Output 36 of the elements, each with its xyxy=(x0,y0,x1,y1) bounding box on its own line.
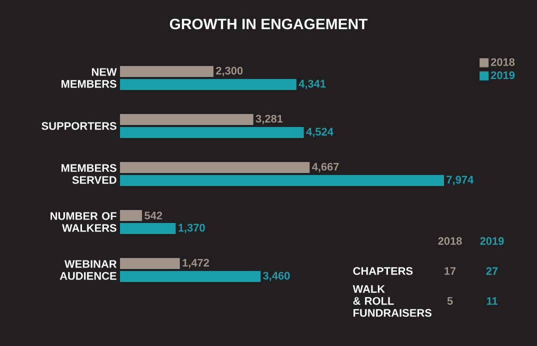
bar xyxy=(120,162,310,174)
data-label: 11 xyxy=(486,297,498,305)
data-label: 4,341 xyxy=(298,80,326,90)
bar xyxy=(120,78,296,90)
bar xyxy=(120,258,180,270)
category-label: WALK & ROLL FUNDRAISERS xyxy=(352,285,432,317)
data-label: 7,974 xyxy=(446,176,474,186)
y-tick-label: MEMBERS SERVED xyxy=(62,164,116,184)
bar xyxy=(120,114,254,126)
data-label: 3,281 xyxy=(256,114,283,124)
data-label: 4,524 xyxy=(306,128,334,138)
y-tick-label: NEW MEMBERS xyxy=(62,68,117,88)
data-label: 542 xyxy=(144,212,162,220)
data-label: 1,370 xyxy=(178,224,205,234)
bar xyxy=(120,271,261,282)
y-tick-label: NUMBER OF WALKERS xyxy=(50,212,116,232)
category-label: CHAPTERS xyxy=(353,267,413,275)
legend-label: 2018 xyxy=(490,58,515,66)
data-label: 3,460 xyxy=(263,272,290,282)
bar xyxy=(120,223,176,234)
bar xyxy=(120,126,304,138)
y-tick-label: WEBINAR AUDIENCE xyxy=(60,260,117,280)
bar xyxy=(120,66,214,78)
legend-label: 2019 xyxy=(490,71,515,80)
legend-label: 2019 xyxy=(480,237,504,245)
legend-label: 2018 xyxy=(438,237,462,245)
data-label: 4,667 xyxy=(312,162,339,172)
data-label: 27 xyxy=(486,267,498,275)
data-label: 2,300 xyxy=(216,66,243,76)
data-label: 1,472 xyxy=(182,258,209,268)
data-label: 5 xyxy=(447,297,453,305)
bar xyxy=(120,210,142,222)
y-tick-label: SUPPORTERS xyxy=(42,122,116,130)
chart-title: GROWTH IN ENGAGEMENT xyxy=(170,18,368,30)
bar xyxy=(120,174,444,186)
data-label: 17 xyxy=(444,267,456,275)
